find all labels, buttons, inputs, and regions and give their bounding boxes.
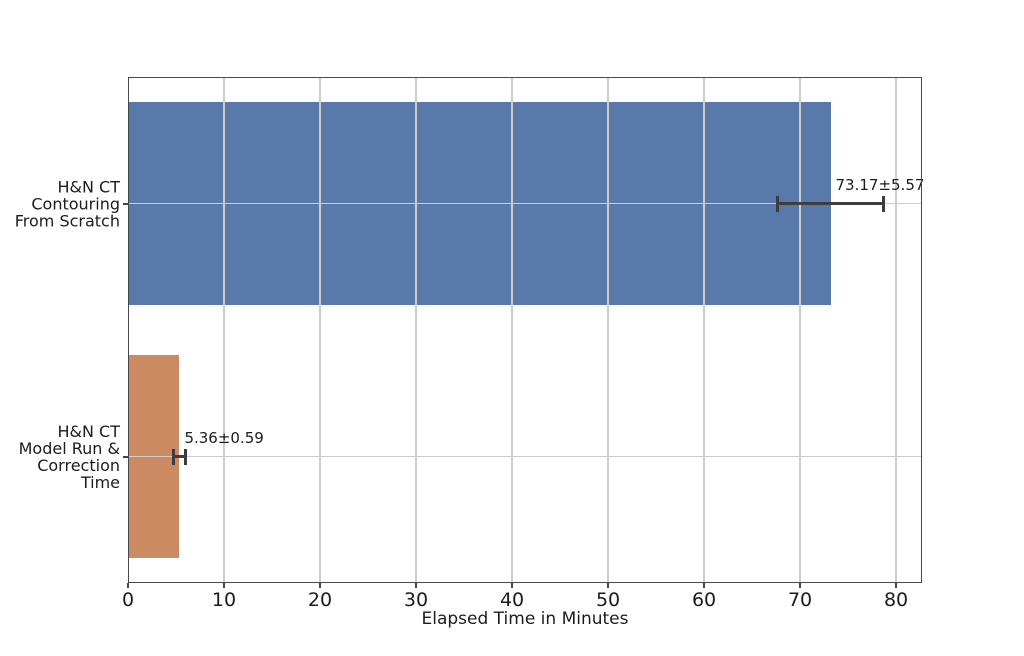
y-tick-label: H&N CT Model Run & Correction Time (18, 421, 120, 492)
x-tick-label: 10 (211, 589, 237, 611)
plot-area: H&N CT Contouring From Scratch 73.17±5.57… (15, 77, 925, 611)
y-tick-label: H&N CT Contouring From Scratch (14, 177, 120, 230)
bar-annotation: 73.17±5.57 (835, 175, 925, 194)
gridline-v (703, 77, 705, 583)
gridline-v (223, 77, 225, 583)
gridline-v (415, 77, 417, 583)
error-bar (173, 455, 186, 458)
error-bar-cap-left (775, 195, 779, 212)
gridline-v (895, 77, 897, 583)
gridline-v (607, 77, 609, 583)
gridline-v (799, 77, 801, 583)
y-axis-tick (123, 455, 128, 458)
x-axis-tick (703, 583, 706, 588)
error-bar-cap-right (882, 195, 886, 212)
x-axis-tick (415, 583, 418, 588)
y-axis-tick (123, 202, 128, 205)
x-axis-tick (511, 583, 514, 588)
x-axis-tick (223, 583, 225, 588)
x-tick-label: 0 (121, 589, 135, 611)
error-bar-cap-left (172, 448, 176, 465)
x-tick-label: 40 (499, 589, 525, 611)
x-tick-label: 20 (307, 589, 333, 611)
x-axis-tick (127, 583, 129, 588)
error-bar-cap-right (183, 448, 187, 465)
x-axis-tick (799, 583, 802, 588)
x-axis-tick (319, 583, 322, 588)
x-tick-label: 80 (883, 589, 909, 611)
bar-annotation: 5.36±0.59 (184, 428, 264, 447)
x-tick-label: 50 (595, 589, 621, 611)
x-tick-label: 70 (787, 589, 813, 611)
gridline-v (319, 77, 321, 583)
gridline-h (128, 455, 922, 458)
gridline-h (128, 202, 922, 205)
x-axis-tick (895, 583, 898, 588)
x-axis-tick (607, 583, 610, 588)
gridline-v (511, 77, 513, 583)
x-tick-label: 30 (403, 589, 429, 611)
error-bar (777, 202, 884, 205)
x-axis-label: Elapsed Time in Minutes (421, 609, 629, 629)
x-tick-label: 60 (691, 589, 717, 611)
